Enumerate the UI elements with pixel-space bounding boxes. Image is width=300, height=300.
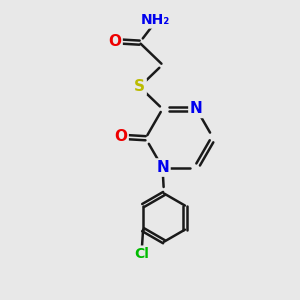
- Text: N: N: [156, 160, 169, 175]
- Text: N: N: [190, 101, 203, 116]
- Text: S: S: [134, 79, 145, 94]
- Text: O: O: [114, 129, 127, 144]
- Text: Cl: Cl: [134, 247, 149, 261]
- Text: O: O: [108, 34, 121, 49]
- Text: NH₂: NH₂: [141, 13, 170, 27]
